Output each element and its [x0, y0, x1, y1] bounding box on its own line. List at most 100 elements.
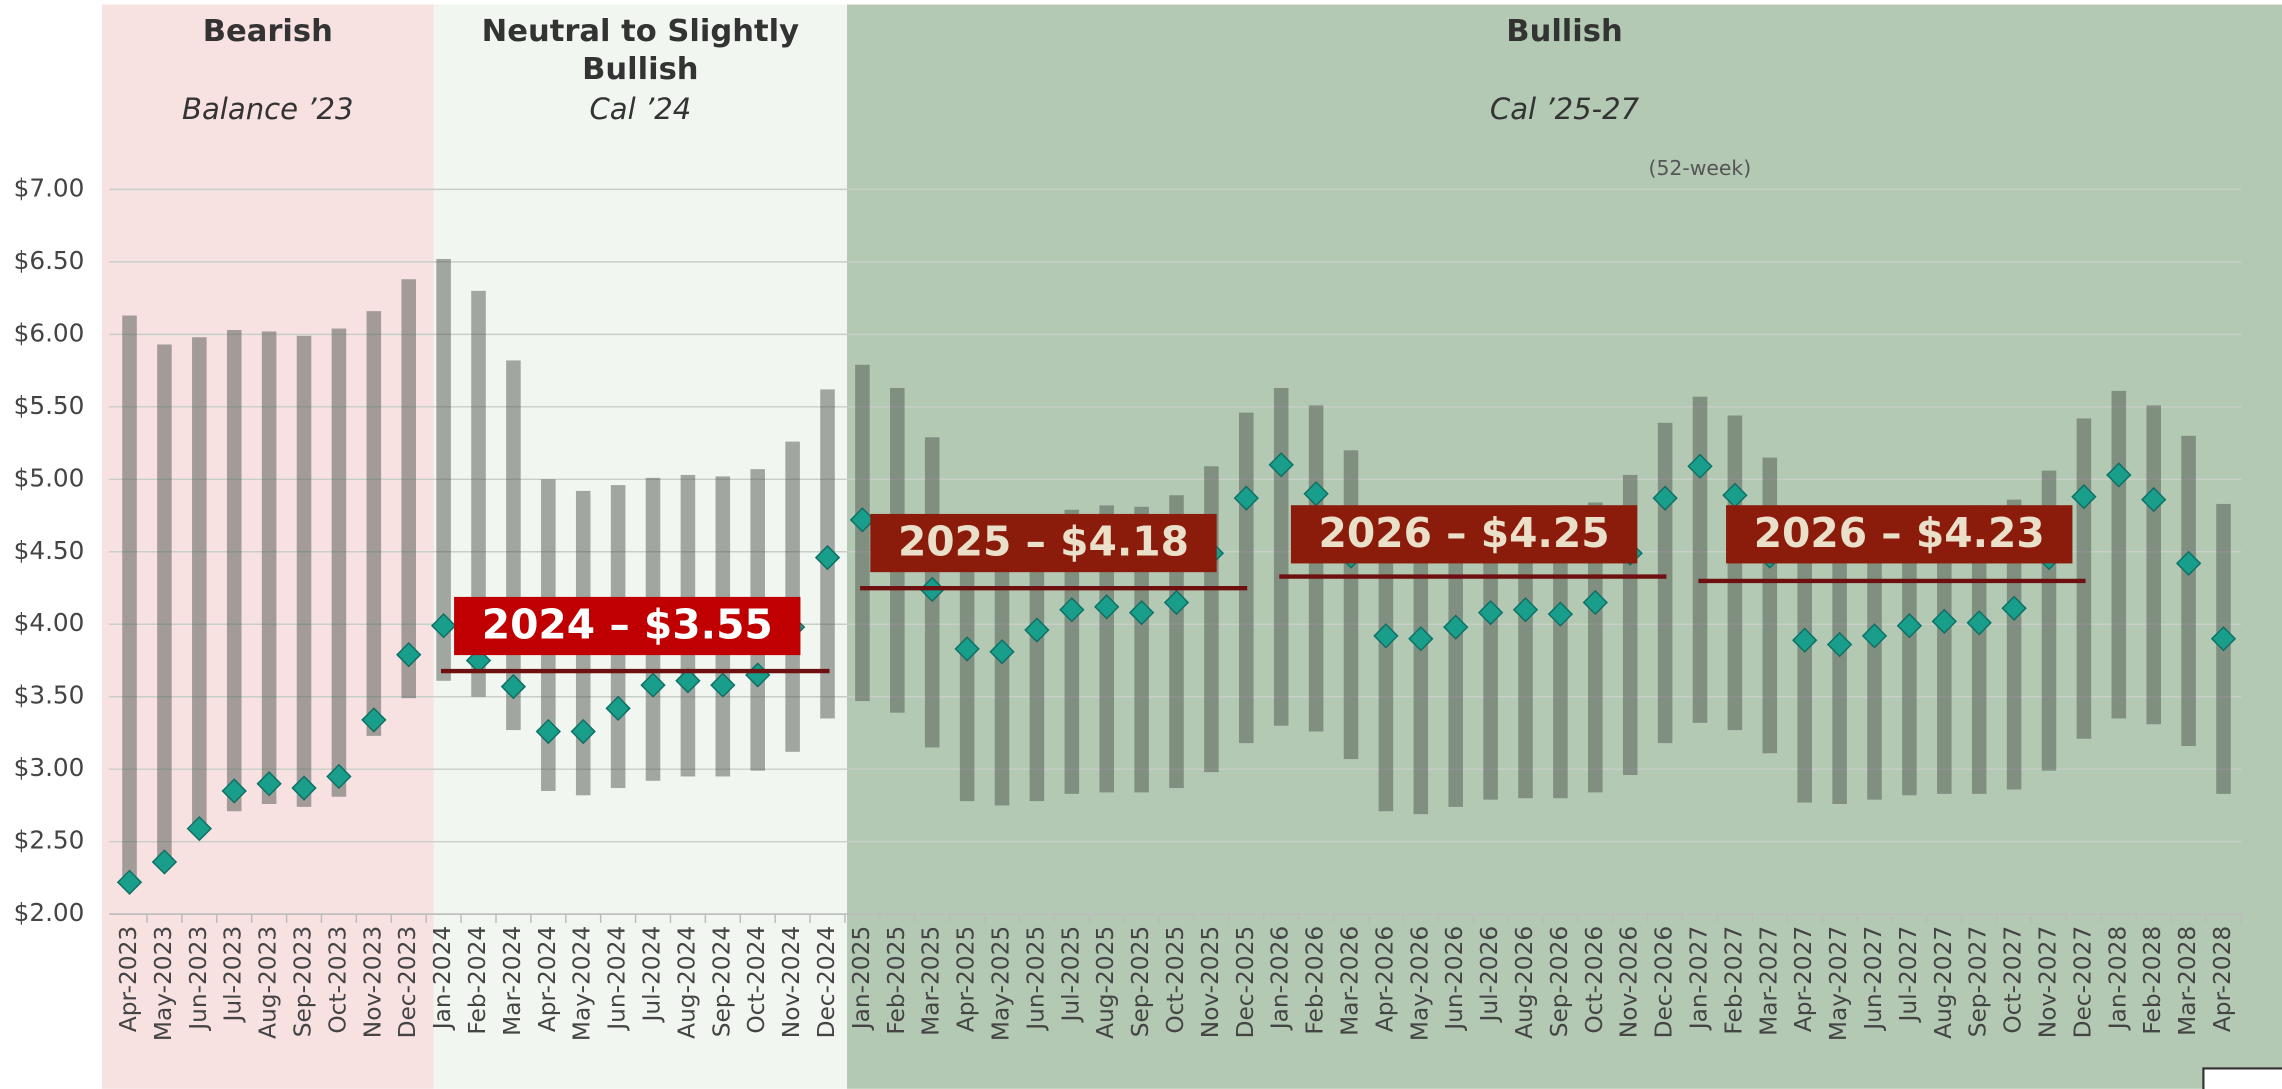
- x-tick-label: Apr-2028: [2209, 926, 2236, 1032]
- x-tick-label: Mar-2027: [1755, 926, 1782, 1036]
- price-marker: [1268, 452, 1294, 478]
- x-tick-label: Mar-2024: [499, 926, 526, 1036]
- annotation-text: 2024 – $3.55: [482, 600, 773, 648]
- x-tick-label: Apr-2027: [1790, 926, 1817, 1032]
- price-marker: [1826, 631, 1853, 658]
- x-tick-label: Jan-2024: [429, 926, 456, 1031]
- y-tick-label: $3.50: [14, 681, 85, 710]
- range-bar: [1483, 508, 1498, 800]
- zone-subtitle: Cal ’24: [589, 92, 691, 126]
- x-tick-label: Jan-2028: [2104, 926, 2131, 1031]
- x-tick-label: May-2026: [1406, 926, 1433, 1041]
- x-tick-label: Dec-2026: [1651, 926, 1678, 1039]
- range-bar: [2181, 435, 2196, 747]
- marks-layer: [116, 258, 2237, 895]
- zone-subtitle: Balance ’23: [182, 92, 354, 126]
- price-marker: [1652, 485, 1678, 511]
- x-tick-label: Oct-2027: [2000, 926, 2027, 1034]
- x-tick-label: Jan-2026: [1267, 926, 1294, 1031]
- x-tick-label: Jun-2023: [185, 926, 212, 1032]
- price-marker: [849, 507, 876, 533]
- price-marker: [2141, 486, 2167, 513]
- range-bar: [2111, 390, 2127, 719]
- price-marker: [535, 718, 561, 745]
- range-bar: [2006, 499, 2022, 790]
- x-tick-label: Sep-2023: [290, 926, 317, 1037]
- range-bar: [855, 364, 870, 702]
- x-tick-label: Dec-2023: [394, 926, 421, 1039]
- y-tick-label: $2.00: [14, 898, 85, 927]
- x-tick-label: Aug-2026: [1511, 926, 1538, 1039]
- price-marker: [1512, 597, 1539, 623]
- x-tick-label: Feb-2025: [883, 926, 910, 1035]
- x-tick-label: Nov-2027: [2034, 926, 2061, 1038]
- x-tick-label: Aug-2025: [1092, 926, 1119, 1039]
- annotation-box: [870, 513, 1217, 573]
- x-tick-label: May-2024: [569, 926, 596, 1041]
- price-marker: [675, 668, 701, 694]
- x-tick-label: Aug-2027: [1930, 926, 1957, 1039]
- range-bar: [1762, 457, 1778, 754]
- x-tick-label: Dec-2025: [1232, 926, 1259, 1039]
- price-marker: [1163, 589, 1190, 616]
- range-bar: [1343, 450, 1359, 760]
- x-tick-label: Jun-2024: [604, 926, 631, 1032]
- x-tick-label: Feb-2028: [2139, 926, 2166, 1035]
- zone-title-box: Bullish: [1506, 13, 1623, 49]
- range-bar: [1692, 396, 1708, 723]
- annotation-layer: 2024 – $3.55 2025 – $4.18 2026 – $4.25 2026…: [440, 505, 2086, 674]
- x-tick-label: Nov-2023: [359, 926, 386, 1038]
- price-marker: [989, 639, 1015, 665]
- x-tick-label: Apr-2024: [534, 926, 561, 1032]
- note: (52-week): [1649, 156, 1752, 180]
- price-marker: [2175, 550, 2202, 577]
- x-tick-label: May-2027: [1825, 926, 1852, 1041]
- price-marker: [1966, 610, 1992, 636]
- x-tick-label: Jun-2025: [1022, 926, 1049, 1032]
- x-tick-label: Feb-2026: [1302, 926, 1329, 1035]
- price-marker: [954, 636, 980, 662]
- price-marker: [430, 613, 457, 639]
- range-bar: [1867, 515, 1882, 800]
- price-marker: [116, 869, 143, 895]
- price-marker: [1582, 589, 1608, 616]
- x-tick-label: Jul-2026: [1476, 926, 1503, 1024]
- range-bar: [192, 337, 207, 829]
- price-marker: [1687, 453, 1713, 479]
- x-tick-label: Oct-2025: [1162, 926, 1189, 1034]
- price-marker: [814, 544, 841, 571]
- range-bar: [1971, 505, 1987, 794]
- zone-background: [433, 4, 848, 1089]
- x-tick-label: Jul-2024: [639, 926, 666, 1024]
- range-bar: [1099, 505, 1114, 793]
- y-tick-label: $5.50: [14, 391, 85, 420]
- zone-title: Neutral to Slightly Bullish: [481, 13, 800, 87]
- y-tick-label: $7.00: [14, 173, 85, 202]
- price-marker: [1861, 623, 1888, 649]
- x-tick-label: Sep-2024: [708, 926, 735, 1037]
- price-marker: [570, 718, 596, 745]
- annotation-text: 2026 – $4.23: [1754, 509, 2045, 557]
- price-marker: [1896, 613, 1923, 639]
- price-marker: [2106, 462, 2132, 488]
- zone-title: Bullish: [1506, 13, 1623, 49]
- x-tick-label: Nov-2024: [778, 926, 805, 1038]
- range-bar: [366, 311, 382, 736]
- price-marker: [1792, 627, 1818, 653]
- range-bar: [436, 258, 451, 681]
- range-bar: [1448, 515, 1463, 807]
- zone-title: Bearish: [202, 13, 333, 49]
- range-bar: [1239, 412, 1254, 744]
- annotation-box: [1290, 505, 1638, 564]
- price-marker: [151, 849, 178, 875]
- price-marker: [396, 642, 422, 668]
- x-tick-label: Aug-2024: [673, 926, 700, 1039]
- range-bar: [1413, 519, 1429, 815]
- price-marker: [500, 673, 527, 700]
- price-marker: [1443, 614, 1469, 640]
- x-tick-label: May-2025: [988, 926, 1015, 1041]
- x-tick-label: Mar-2028: [2174, 926, 2201, 1036]
- x-tick-label: Nov-2025: [1197, 926, 1224, 1038]
- y-tick-label: $6.50: [14, 246, 85, 275]
